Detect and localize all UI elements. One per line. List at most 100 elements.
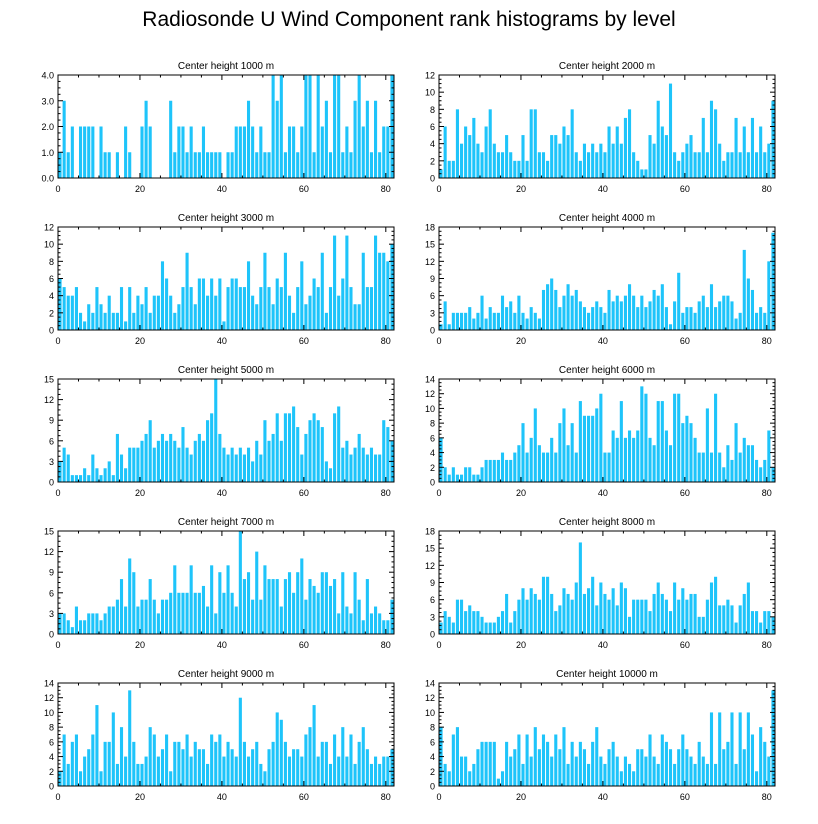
panel-8-bar-25 (541, 576, 546, 634)
panel-10-bar-67 (714, 763, 718, 786)
panel-6-bar-15 (500, 452, 505, 482)
panel-2-xtick-label-3: 60 (680, 184, 690, 194)
panel-10-bar-7 (468, 771, 472, 786)
panel-4-bar-23 (533, 312, 537, 330)
panel-10-ytick-label-2: 4 (430, 752, 435, 762)
panel-4-bar-24 (537, 318, 541, 330)
panel-4-ytick-label-4: 12 (425, 257, 435, 267)
panel-9-bar-51 (267, 749, 271, 786)
panel-9-bar-19 (136, 763, 140, 786)
panel-9-bar-72 (353, 763, 357, 786)
panel-8-bar-19 (517, 599, 521, 634)
panel-4-ytick-label-5: 15 (425, 240, 435, 250)
panel-9-bar-67 (333, 734, 337, 786)
panel-3-bar-58 (296, 287, 300, 330)
panel-5-bar-17 (128, 447, 132, 482)
panel-3-bar-71 (349, 287, 353, 330)
panel-5-bar-59 (300, 454, 304, 482)
panel-7-xtick-label-3: 60 (299, 640, 309, 650)
panel-8-bar-79 (763, 611, 767, 634)
panel-4-bar-74 (742, 249, 746, 330)
panel-4-bar-1 (443, 301, 447, 330)
panel-7-bar-43 (234, 606, 238, 634)
panel-6-bar-25 (541, 452, 546, 482)
panel-3-bar-56 (287, 295, 292, 330)
panel-6-bar-49 (640, 386, 644, 482)
panel-10-ytick-label-6: 12 (425, 693, 435, 703)
panel-6-bar-65 (705, 408, 709, 482)
panel-7-bar-5 (78, 620, 83, 634)
panel-4-bar-47 (632, 295, 636, 330)
panel-4-bar-73 (738, 312, 742, 330)
panel-1-bar-55 (283, 152, 287, 178)
panel-9-bar-33 (193, 741, 197, 786)
panel-3-bar-12 (107, 295, 111, 330)
panel-3-ytick-label-5: 10 (44, 240, 54, 250)
panel-8-bar-73 (738, 605, 742, 634)
panel-6-bar-36 (587, 415, 591, 482)
panel-2-bar-49 (640, 169, 644, 178)
panel-5-bar-75 (365, 454, 369, 482)
panel-6-bar-70 (726, 445, 730, 482)
panel-5-ytick-label-4: 12 (44, 395, 54, 405)
panel-4-bar-5 (459, 312, 464, 330)
panel-1-bar-66 (328, 152, 333, 178)
panel-9-bar-52 (271, 741, 275, 786)
panel-10-bar-64 (701, 756, 705, 786)
panel-8-bar-11 (484, 622, 488, 634)
panel-3-bar-63 (316, 287, 320, 330)
panel-7-ytick-label-1: 3 (49, 609, 54, 619)
panel-4-bar-67 (714, 307, 718, 330)
panel-9-bar-10 (99, 771, 103, 786)
panel-1-bar-57 (292, 126, 296, 178)
panel-4-bar-10 (480, 295, 484, 330)
panel-8-bar-65 (705, 599, 709, 634)
panel-9-ytick-label-3: 6 (49, 737, 54, 747)
panel-2-bar-20 (521, 135, 525, 178)
panel-4-bar-62 (693, 312, 697, 330)
panel-2-bar-53 (656, 100, 660, 178)
panel-2-bar-6 (464, 126, 468, 178)
panel-8-bar-58 (677, 599, 681, 634)
panel-5-bar-61 (308, 420, 312, 482)
panel-8-bar-30 (562, 588, 566, 634)
panel-7-bar-70 (345, 606, 349, 634)
panel-5-bar-57 (292, 406, 296, 482)
panel-5-bar-72 (353, 447, 357, 482)
panel-7-bar-50 (263, 565, 267, 634)
panel-3-bar-62 (312, 278, 316, 330)
panel-7-bar-14 (115, 599, 119, 634)
panel-2-xtick-label-0: 0 (436, 184, 441, 194)
panel-5-bar-18 (132, 447, 136, 482)
panel-6-bar-21 (525, 452, 529, 482)
panel-10-bar-38 (595, 727, 599, 786)
panel-6-bar-42 (611, 430, 615, 482)
panel-9-bar-8 (91, 734, 95, 786)
panel-1-bar-31 (185, 152, 189, 178)
panel-5-bar-53 (275, 413, 279, 482)
panel-10-bar-58 (677, 749, 681, 786)
panel-9-bar-80 (386, 756, 390, 786)
panel-9-bar-5 (78, 771, 83, 786)
panel-4-bar-42 (611, 301, 615, 330)
panel-1-bar-63 (316, 75, 320, 178)
panel-5-ytick-label-1: 3 (49, 457, 54, 467)
panel-9-bar-18 (132, 741, 136, 786)
panel-7-bar-39 (218, 572, 222, 634)
panel-1-bar-61 (308, 75, 312, 178)
panel-4-bar-26 (546, 284, 550, 330)
panel-4-bar-36 (587, 312, 591, 330)
panel-4-xtick-label-1: 20 (516, 336, 526, 346)
panel-3-bar-25 (160, 261, 165, 330)
panel-5-bar-36 (206, 420, 210, 482)
panel-6-bar-64 (701, 452, 705, 482)
panel-2-bar-7 (468, 135, 472, 178)
panel-5-bar-7 (87, 475, 91, 482)
panel-10-bar-54 (660, 734, 664, 786)
panel-10-bar-34 (578, 741, 582, 786)
panel-4-bar-75 (746, 278, 750, 330)
panel-8-bar-33 (574, 582, 578, 634)
panel-8-xtick-label-1: 20 (516, 640, 526, 650)
panel-10-bar-72 (734, 763, 738, 786)
panel-2-bar-68 (718, 143, 722, 178)
